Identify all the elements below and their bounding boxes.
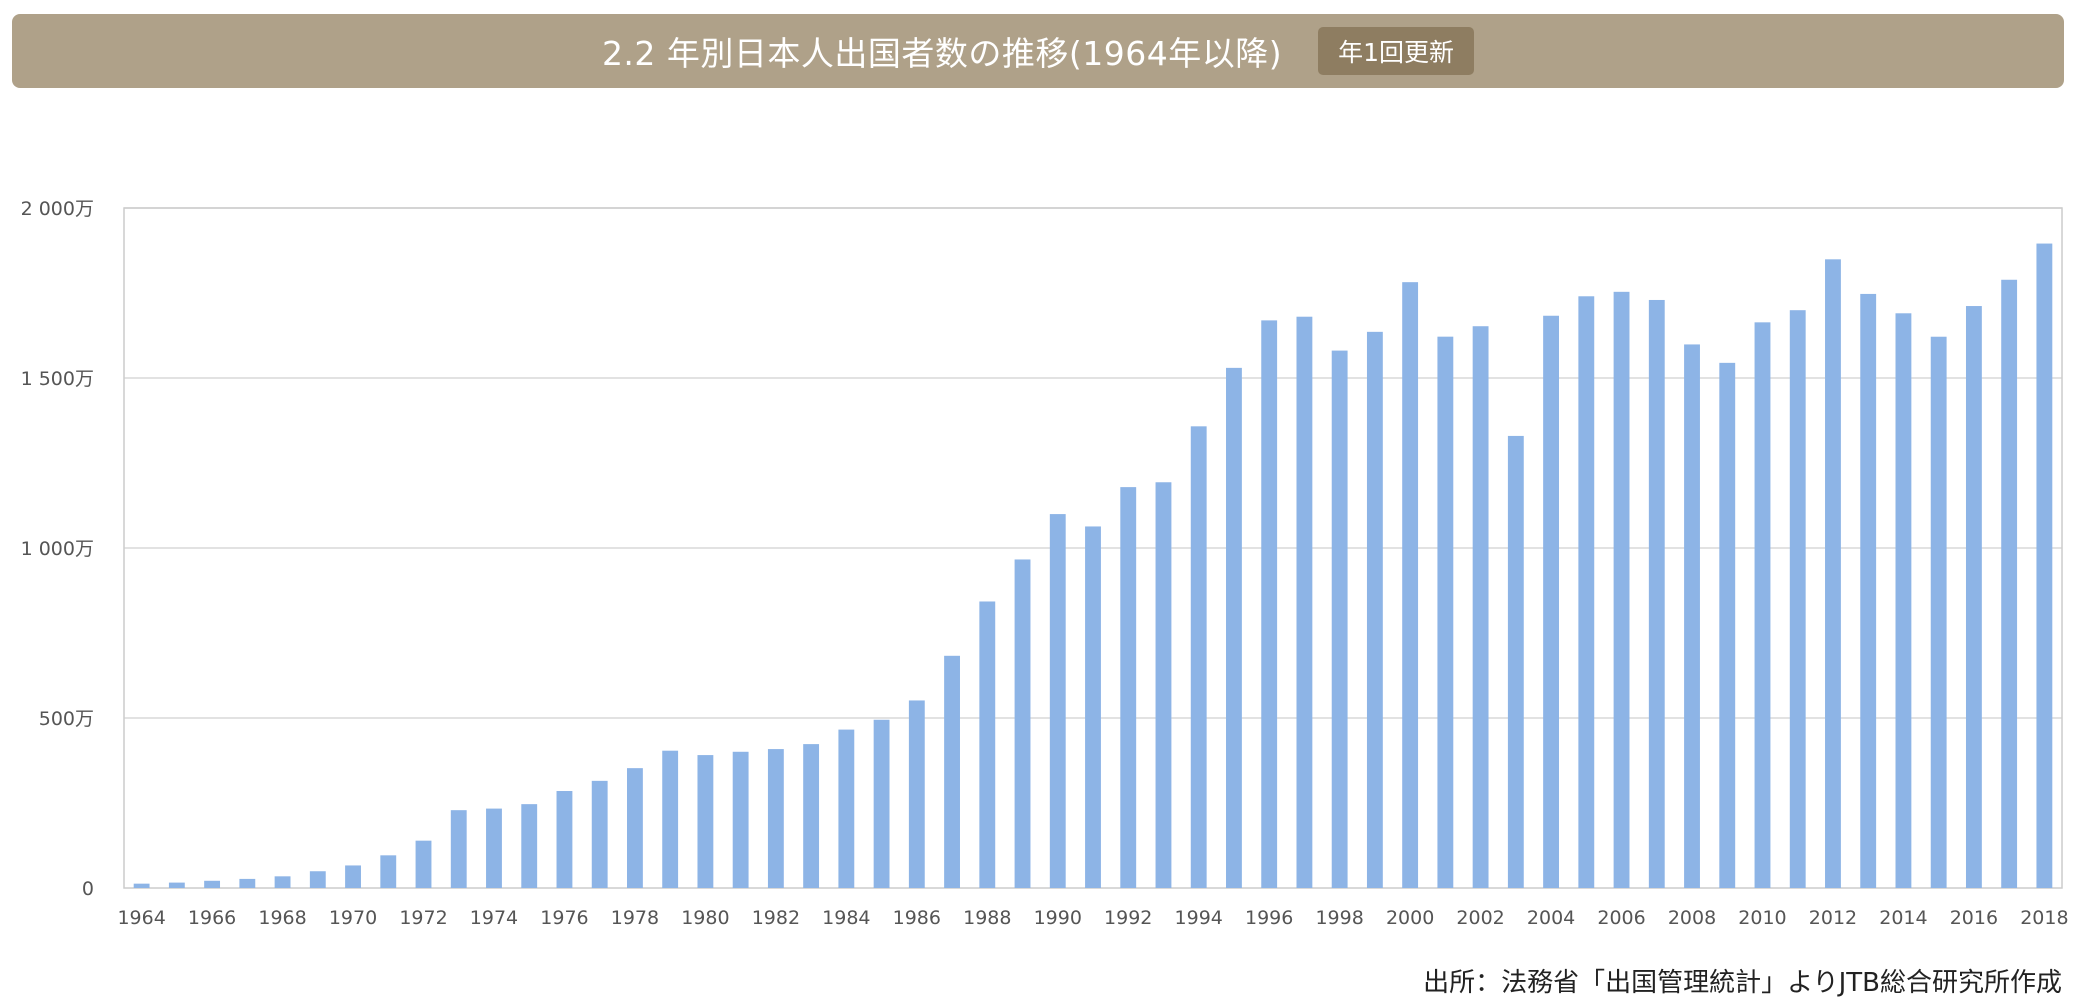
bar (908, 700, 925, 888)
bar (556, 791, 573, 888)
bar (1437, 336, 1454, 888)
x-tick-label: 2014 (1879, 907, 1927, 929)
bar (1895, 313, 1912, 889)
x-tick-label: 1980 (681, 907, 729, 929)
x-tick-label: 2006 (1597, 907, 1645, 929)
y-tick-label: 2 000万 (21, 198, 94, 220)
bar (1860, 293, 1877, 888)
bar (1648, 299, 1665, 889)
bar (309, 871, 326, 888)
x-tick-label: 1986 (893, 907, 941, 929)
x-tick-label: 2000 (1386, 907, 1434, 929)
bar (2036, 243, 2053, 889)
bar (1331, 350, 1348, 888)
x-tick-label: 1994 (1175, 907, 1223, 929)
bar (1754, 322, 1771, 889)
bar (944, 655, 960, 888)
x-tick-label: 1976 (540, 907, 588, 929)
bar (1014, 559, 1031, 888)
bar (1120, 487, 1137, 888)
bar (1684, 344, 1700, 889)
y-tick-label: 1 000万 (21, 538, 94, 560)
x-tick-label: 1978 (611, 907, 659, 929)
x-tick-label: 1984 (822, 907, 870, 929)
bar (1366, 331, 1383, 889)
bar (1578, 296, 1595, 888)
y-tick-label: 1 500万 (21, 368, 94, 390)
x-tick-label: 2016 (1950, 907, 1998, 929)
y-tick-label: 500万 (39, 708, 94, 730)
bar (1155, 482, 1172, 888)
bar (204, 880, 221, 888)
bar (2001, 279, 2018, 889)
bar (1719, 362, 1736, 888)
bar (1085, 526, 1101, 888)
bar (1789, 310, 1806, 888)
bar (239, 878, 256, 888)
bar (873, 719, 890, 888)
bar (1190, 426, 1207, 888)
x-tick-label: 1972 (399, 907, 447, 929)
x-tick-label: 2008 (1668, 907, 1716, 929)
x-tick-label: 1990 (1034, 907, 1082, 929)
bar (1507, 435, 1524, 888)
bar (732, 751, 749, 888)
chart-title: 2.2 年別日本人出国者数の推移(1964年以降) (601, 34, 1283, 73)
bar (626, 768, 643, 888)
bar (345, 865, 361, 888)
x-tick-label: 2012 (1809, 907, 1857, 929)
x-tick-label: 1996 (1245, 907, 1293, 929)
bar (521, 804, 538, 888)
x-tick-label: 1998 (1315, 907, 1363, 929)
x-tick-label: 2004 (1527, 907, 1575, 929)
bar (1261, 320, 1278, 888)
bar (133, 883, 150, 888)
x-tick-label: 1982 (752, 907, 800, 929)
bar (415, 840, 432, 888)
x-tick-label: 1992 (1104, 907, 1152, 929)
bar (662, 750, 679, 888)
x-tick-label: 1968 (258, 907, 306, 929)
bar (1226, 367, 1242, 888)
bar (1825, 259, 1841, 889)
bar (591, 780, 608, 888)
bar (1543, 315, 1560, 888)
bar (380, 855, 397, 888)
x-tick-label: 1988 (963, 907, 1011, 929)
y-tick-label: 0 (82, 878, 94, 900)
bar (274, 876, 291, 888)
x-tick-label: 2010 (1738, 907, 1786, 929)
x-tick-label: 2002 (1456, 907, 1504, 929)
bar (1472, 326, 1489, 888)
update-frequency-badge: 年1回更新 (1318, 27, 1475, 75)
bar (1613, 291, 1630, 888)
bar (767, 749, 784, 888)
bar (486, 808, 502, 888)
bar (803, 744, 820, 888)
bar (450, 810, 467, 888)
bar (1402, 282, 1419, 888)
bar (1965, 306, 1982, 888)
title-bar: 2.2 年別日本人出国者数の推移(1964年以降) 年1回更新 (12, 14, 2064, 88)
bar (979, 601, 996, 888)
x-tick-label: 1964 (117, 907, 165, 929)
bar (1930, 336, 1947, 888)
x-tick-label: 1974 (470, 907, 518, 929)
x-tick-label: 1970 (329, 907, 377, 929)
bar (168, 882, 185, 888)
bar (1296, 316, 1313, 888)
x-tick-label: 1966 (188, 907, 236, 929)
bar (838, 729, 855, 888)
x-tick-label: 2018 (2020, 907, 2068, 929)
bar (1049, 514, 1066, 888)
bar (697, 755, 714, 888)
source-note: 出所：法務省「出国管理統計」よりJTB総合研究所作成 (1423, 968, 2062, 998)
